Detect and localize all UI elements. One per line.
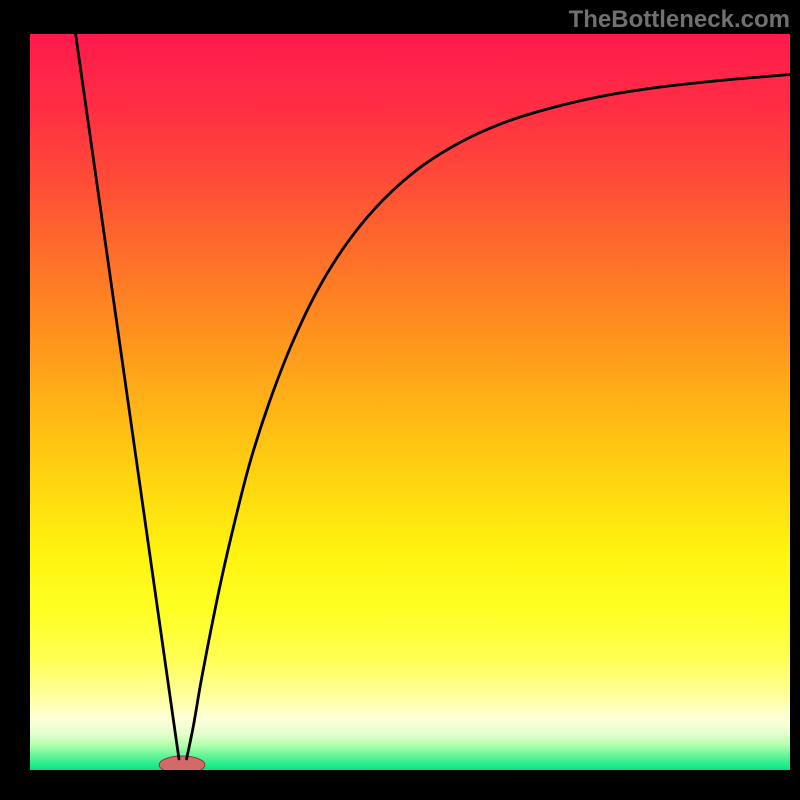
gradient-background [30,34,790,770]
plot-area [30,34,790,770]
bottleneck-curve-chart [30,34,790,770]
watermark-text: TheBottleneck.com [569,6,790,34]
optimal-marker [159,756,205,770]
chart-frame: TheBottleneck.com [0,0,800,800]
